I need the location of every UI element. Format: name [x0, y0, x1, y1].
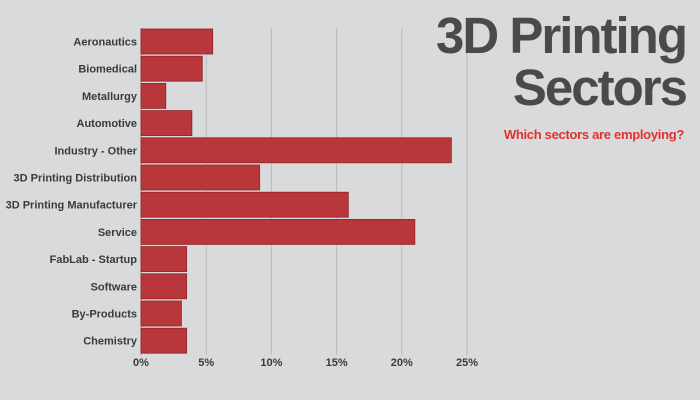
- category-label: Industry - Other: [54, 145, 137, 157]
- grid-lines: [140, 28, 468, 355]
- x-tick-label: 5%: [198, 357, 214, 369]
- x-tick-labels: 0% 5% 10% 15% 20% 25%: [133, 357, 478, 369]
- category-label: Automotive: [77, 118, 138, 130]
- category-label: By-Products: [72, 309, 137, 321]
- category-label: 3D Printing Manufacturer: [6, 200, 138, 212]
- category-label: Aeronautics: [73, 37, 137, 49]
- category-label: Metallurgy: [82, 91, 138, 103]
- category-label: 3D Printing Distribution: [14, 173, 138, 185]
- x-tick-label: 10%: [260, 357, 282, 369]
- bar: [140, 273, 188, 300]
- x-tick-label: 20%: [391, 357, 413, 369]
- x-tick-label: 25%: [456, 357, 478, 369]
- chart-title: 3D Printing Sectors: [435, 7, 688, 116]
- category-label: Biomedical: [78, 64, 137, 76]
- bar: [140, 327, 188, 354]
- x-tick-label: 15%: [326, 357, 348, 369]
- category-labels: Aeronautics Biomedical Metallurgy Automotiv…: [6, 37, 138, 348]
- bars: [140, 28, 452, 354]
- category-label: Service: [98, 227, 137, 239]
- x-tick-label: 0%: [133, 357, 149, 369]
- bar: [140, 246, 188, 273]
- chart-title-line2: Sectors: [512, 59, 688, 116]
- bar: [140, 300, 182, 327]
- bar: [140, 218, 416, 245]
- bar: [140, 110, 193, 136]
- bar: [140, 28, 214, 55]
- bar: [140, 164, 261, 191]
- category-label: Software: [91, 281, 137, 293]
- category-label: Chemistry: [83, 336, 138, 348]
- bar: [140, 55, 203, 82]
- bar: [140, 191, 349, 218]
- bar: [140, 83, 167, 109]
- chart-title-line1: 3D Printing: [435, 7, 688, 64]
- chart-subtitle: Which sectors are employing?: [503, 127, 684, 142]
- bar: [140, 137, 452, 164]
- category-label: FabLab - Startup: [50, 254, 138, 266]
